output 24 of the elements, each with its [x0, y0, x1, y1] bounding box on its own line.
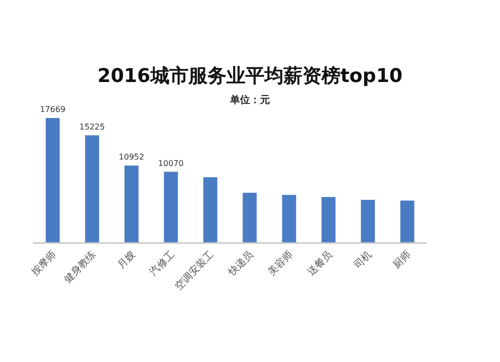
x-tick-label: 美容师	[266, 248, 296, 278]
data-label: 10070	[158, 158, 184, 168]
bar	[46, 118, 60, 243]
chart-subtitle: 单位：元	[229, 94, 270, 106]
chart-title: 2016城市服务业平均薪资榜top10	[97, 65, 403, 87]
bar	[124, 166, 138, 243]
bar	[85, 135, 100, 243]
bar	[242, 192, 257, 243]
bar	[360, 200, 375, 243]
x-tick-label: 厨师	[392, 249, 414, 272]
x-tick-label: 司机	[351, 248, 374, 272]
bar	[322, 197, 336, 243]
bar	[203, 177, 218, 243]
x-tick-label: 月嫂	[116, 249, 138, 272]
bar	[164, 172, 178, 243]
data-label: 15225	[79, 122, 105, 132]
x-tick-label: 按摩师	[29, 248, 59, 278]
bar	[282, 194, 296, 243]
x-tick-label: 健身教练	[61, 248, 98, 286]
data-label: 17669	[40, 105, 66, 114]
x-tick-label: 快递员	[225, 248, 256, 280]
data-label: 10952	[118, 152, 144, 162]
bar	[400, 200, 414, 243]
x-tick-label: 送餐员	[304, 248, 335, 278]
